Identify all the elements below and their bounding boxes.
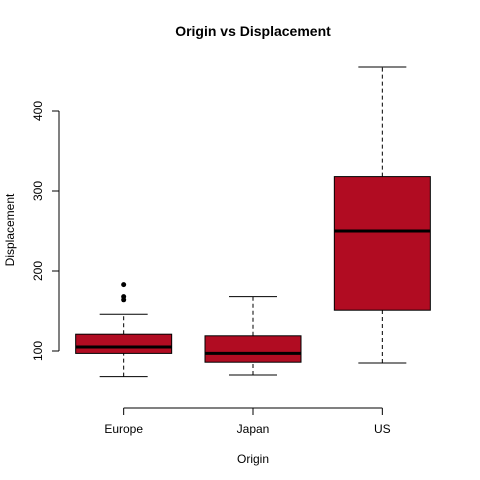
outlier-point — [121, 294, 127, 300]
iqr-box — [204, 335, 302, 363]
box-japan — [204, 296, 302, 376]
chart-title: Origin vs Displacement — [175, 23, 331, 39]
y-tick-label: 300 — [31, 181, 45, 201]
y-tick-label: 200 — [31, 261, 45, 281]
y-axis-label: Displacement — [3, 193, 17, 266]
x-tick-label: Japan — [237, 422, 270, 436]
box-us — [333, 66, 431, 364]
x-tick-label: Europe — [104, 422, 143, 436]
iqr-box — [75, 333, 173, 354]
outlier-point — [121, 282, 127, 288]
y-tick-label: 400 — [31, 101, 45, 121]
x-tick-label: US — [374, 422, 391, 436]
y-tick-label: 100 — [31, 341, 45, 361]
box-series — [75, 66, 431, 378]
x-axis-label: Origin — [237, 452, 269, 466]
iqr-box — [333, 176, 431, 311]
box-europe — [75, 282, 173, 378]
x-axis: Europe Japan US — [104, 407, 391, 436]
y-axis: 100 200 300 400 — [31, 101, 60, 361]
